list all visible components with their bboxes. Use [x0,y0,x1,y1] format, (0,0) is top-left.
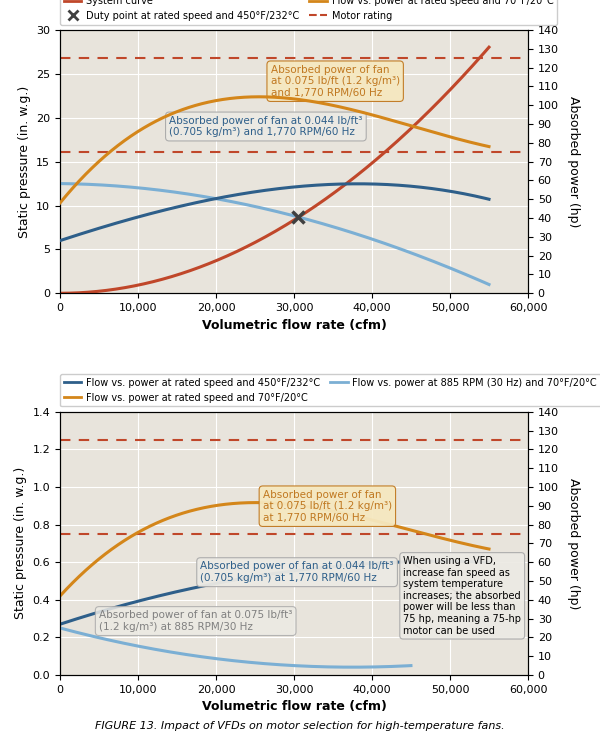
Text: Absorbed power of fan
at 0.075 lb/ft (1.2 kg/m³)
at 1,770 RPM/60 Hz: Absorbed power of fan at 0.075 lb/ft (1.… [263,490,392,523]
Text: Absorbed power of fan
at 0.075 lb/ft (1.2 kg/m³)
and 1,770 RPM/60 Hz: Absorbed power of fan at 0.075 lb/ft (1.… [271,64,400,98]
Y-axis label: Static pressure (in. w.g.): Static pressure (in. w.g.) [14,467,27,620]
Text: FIGURE 13. Impact of VFDs on motor selection for high-temperature fans.: FIGURE 13. Impact of VFDs on motor selec… [95,722,505,731]
Text: Absorbed power of fan at 0.075 lb/ft³
(1.2 kg/m³) at 885 RPM/30 Hz: Absorbed power of fan at 0.075 lb/ft³ (1… [99,610,292,632]
Y-axis label: Absorbed power (hp): Absorbed power (hp) [566,478,580,609]
X-axis label: Volumetric flow rate (cfm): Volumetric flow rate (cfm) [202,319,386,332]
Text: Absorbed power of fan at 0.044 lb/ft³
(0.705 kg/m³) at 1,770 RPM/60 Hz: Absorbed power of fan at 0.044 lb/ft³ (0… [200,562,394,583]
Legend: Flow vs. power at rated speed and 450°F/232°C, Flow vs. power at rated speed and: Flow vs. power at rated speed and 450°F/… [60,374,600,406]
X-axis label: Volumetric flow rate (cfm): Volumetric flow rate (cfm) [202,700,386,713]
Text: Absorbed power of fan at 0.044 lb/ft³
(0.705 kg/m³) and 1,770 RPM/60 Hz: Absorbed power of fan at 0.044 lb/ft³ (0… [169,116,362,137]
Y-axis label: Static pressure (in. w.g.): Static pressure (in. w.g.) [17,86,31,238]
Text: When using a VFD,
increase fan speed as
system temperature
increases; the absorb: When using a VFD, increase fan speed as … [403,556,521,636]
Y-axis label: Absorbed power (hp): Absorbed power (hp) [566,96,580,227]
Legend: Flow vs. static pressure at rated speed
and 450°F/232°C, System curve, Duty poin: Flow vs. static pressure at rated speed … [60,0,557,25]
